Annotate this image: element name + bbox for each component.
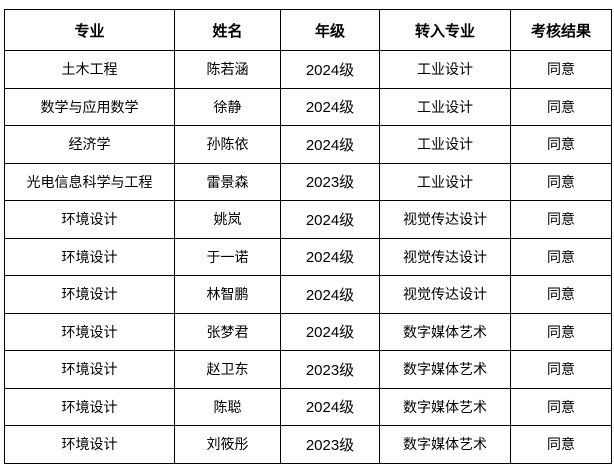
cell-transfer-major: 数字媒体艺术	[379, 387, 511, 426]
cell-result: 同意	[510, 312, 612, 351]
cell-name: 陈聪	[174, 387, 281, 426]
cell-name: 刘筱彤	[174, 425, 281, 464]
cell-grade: 2023级	[280, 350, 380, 389]
cell-name: 林智鹏	[174, 275, 281, 314]
cell-transfer-major: 视觉传达设计	[379, 275, 511, 314]
cell-name: 姚岚	[174, 200, 281, 239]
cell-result: 同意	[510, 425, 612, 464]
cell-grade: 2024级	[280, 387, 380, 426]
cell-result: 同意	[510, 200, 612, 239]
cell-result: 同意	[510, 237, 612, 276]
cell-transfer-major: 视觉传达设计	[379, 237, 511, 276]
cell-grade: 2024级	[280, 87, 380, 126]
cell-transfer-major: 视觉传达设计	[379, 200, 511, 239]
cell-result: 同意	[510, 350, 612, 389]
cell-result: 同意	[510, 87, 612, 126]
cell-major: 环境设计	[4, 275, 175, 314]
cell-name: 张梦君	[174, 312, 281, 351]
cell-major: 环境设计	[4, 425, 175, 464]
cell-transfer-major: 工业设计	[379, 162, 511, 201]
cell-major: 数学与应用数学	[4, 87, 175, 126]
cell-name: 雷景森	[174, 162, 281, 201]
cell-transfer-major: 工业设计	[379, 50, 511, 89]
cell-transfer-major: 数字媒体艺术	[379, 350, 511, 389]
header-transfer-major: 转入专业	[379, 9, 511, 51]
cell-name: 赵卫东	[174, 350, 281, 389]
cell-grade: 2023级	[280, 162, 380, 201]
cell-name: 孙陈依	[174, 125, 281, 164]
cell-grade: 2024级	[280, 237, 380, 276]
cell-major: 环境设计	[4, 350, 175, 389]
table-row: 光电信息科学与工程 雷景森 2023级 工业设计 同意	[4, 162, 612, 201]
transfer-results-table: 专业 姓名 年级 转入专业 考核结果 土木工程 陈若涵 2024级 工业设计 同意 数学与应用数学…	[4, 9, 612, 464]
cell-result: 同意	[510, 275, 612, 314]
cell-grade: 2023级	[280, 425, 380, 464]
cell-grade: 2024级	[280, 125, 380, 164]
cell-grade: 2024级	[280, 200, 380, 239]
cell-transfer-major: 工业设计	[379, 87, 511, 126]
cell-name: 于一诺	[174, 237, 281, 276]
cell-result: 同意	[510, 387, 612, 426]
cell-major: 经济学	[4, 125, 175, 164]
cell-major: 土木工程	[4, 50, 175, 89]
header-name: 姓名	[174, 9, 281, 51]
header-row: 专业 姓名 年级 转入专业 考核结果	[4, 9, 612, 51]
cell-grade: 2024级	[280, 50, 380, 89]
cell-result: 同意	[510, 125, 612, 164]
cell-major: 光电信息科学与工程	[4, 162, 175, 201]
table-row: 土木工程 陈若涵 2024级 工业设计 同意	[4, 50, 612, 89]
cell-transfer-major: 数字媒体艺术	[379, 425, 511, 464]
cell-grade: 2024级	[280, 275, 380, 314]
table-row: 环境设计 刘筱彤 2023级 数字媒体艺术 同意	[4, 425, 612, 464]
cell-transfer-major: 数字媒体艺术	[379, 312, 511, 351]
header-grade: 年级	[280, 9, 380, 51]
cell-result: 同意	[510, 50, 612, 89]
cell-name: 徐静	[174, 87, 281, 126]
table-row: 经济学 孙陈依 2024级 工业设计 同意	[4, 125, 612, 164]
header-result: 考核结果	[510, 9, 612, 51]
cell-transfer-major: 工业设计	[379, 125, 511, 164]
cell-major: 环境设计	[4, 387, 175, 426]
cell-name: 陈若涵	[174, 50, 281, 89]
table-row: 环境设计 张梦君 2024级 数字媒体艺术 同意	[4, 312, 612, 351]
table-row: 环境设计 姚岚 2024级 视觉传达设计 同意	[4, 200, 612, 239]
table-row: 数学与应用数学 徐静 2024级 工业设计 同意	[4, 87, 612, 126]
cell-grade: 2024级	[280, 312, 380, 351]
cell-result: 同意	[510, 162, 612, 201]
table-row: 环境设计 于一诺 2024级 视觉传达设计 同意	[4, 237, 612, 276]
table-row: 环境设计 赵卫东 2023级 数字媒体艺术 同意	[4, 350, 612, 389]
cell-major: 环境设计	[4, 312, 175, 351]
cell-major: 环境设计	[4, 200, 175, 239]
header-major: 专业	[4, 9, 175, 51]
table-row: 环境设计 林智鹏 2024级 视觉传达设计 同意	[4, 275, 612, 314]
cell-major: 环境设计	[4, 237, 175, 276]
table-row: 环境设计 陈聪 2024级 数字媒体艺术 同意	[4, 387, 612, 426]
